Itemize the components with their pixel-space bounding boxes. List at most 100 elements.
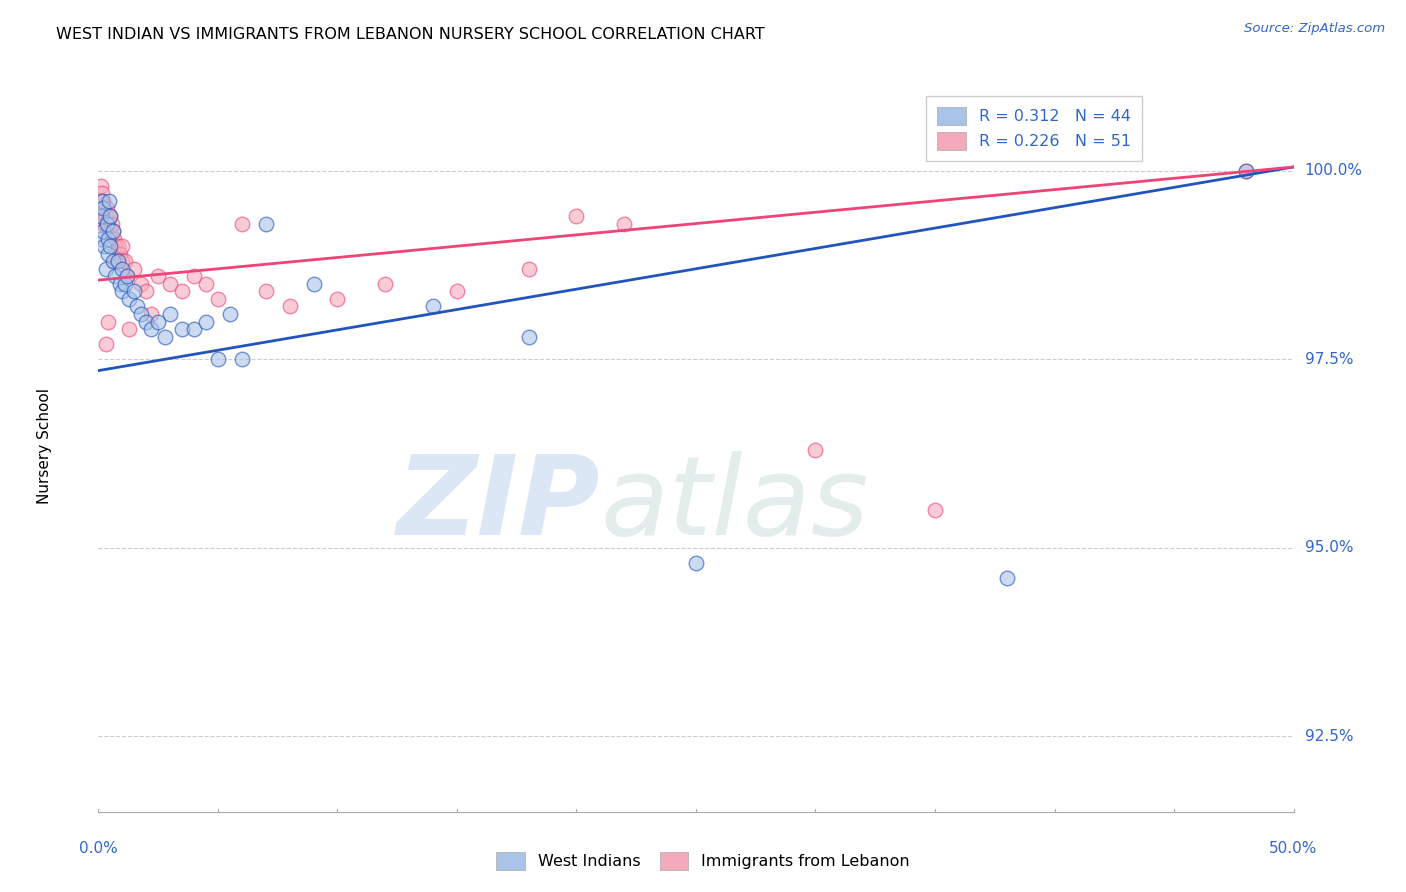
Point	[98, 209, 122, 223]
Point	[91, 186, 114, 201]
Point	[101, 224, 124, 238]
Point	[96, 217, 118, 231]
Point	[254, 217, 277, 231]
Point	[118, 322, 141, 336]
Point	[94, 217, 117, 231]
Text: 97.5%: 97.5%	[1305, 351, 1353, 367]
Legend: R = 0.312   N = 44, R = 0.226   N = 51: R = 0.312 N = 44, R = 0.226 N = 51	[927, 95, 1142, 161]
Point	[115, 269, 138, 284]
Point	[207, 292, 229, 306]
Point	[93, 239, 115, 253]
Point	[155, 329, 177, 343]
Point	[231, 217, 253, 231]
Point	[114, 254, 136, 268]
Point	[98, 239, 122, 253]
Point	[114, 277, 136, 291]
Point	[98, 209, 122, 223]
Point	[118, 292, 141, 306]
Point	[1234, 163, 1257, 178]
Point	[97, 246, 120, 260]
Point	[97, 217, 120, 231]
Point	[183, 322, 205, 336]
Point	[90, 232, 112, 246]
Point	[135, 285, 157, 299]
Text: WEST INDIAN VS IMMIGRANTS FROM LEBANON NURSERY SCHOOL CORRELATION CHART: WEST INDIAN VS IMMIGRANTS FROM LEBANON N…	[56, 27, 765, 42]
Point	[91, 209, 114, 223]
Point	[131, 307, 153, 321]
Text: 92.5%: 92.5%	[1305, 729, 1353, 744]
Point	[135, 315, 157, 329]
Point	[148, 315, 170, 329]
Point	[115, 269, 138, 284]
Point	[91, 194, 114, 208]
Point	[111, 254, 134, 268]
Point	[91, 224, 114, 238]
Point	[183, 269, 205, 284]
Text: Nursery School: Nursery School	[37, 388, 52, 504]
Point	[517, 261, 540, 276]
Text: Source: ZipAtlas.com: Source: ZipAtlas.com	[1244, 22, 1385, 36]
Point	[804, 442, 827, 457]
Point	[139, 307, 162, 321]
Point	[124, 261, 146, 276]
Point	[103, 232, 125, 246]
Point	[98, 194, 121, 208]
Point	[685, 556, 707, 570]
Point	[91, 194, 114, 208]
Point	[98, 209, 121, 223]
Point	[101, 224, 124, 238]
Point	[924, 503, 946, 517]
Point	[94, 337, 117, 351]
Point	[111, 261, 134, 276]
Point	[231, 352, 253, 367]
Point	[446, 285, 468, 299]
Point	[195, 277, 218, 291]
Point	[90, 209, 112, 223]
Point	[302, 277, 325, 291]
Legend: West Indians, Immigrants from Lebanon: West Indians, Immigrants from Lebanon	[486, 842, 920, 880]
Point	[101, 254, 124, 268]
Point	[93, 202, 115, 216]
Point	[159, 307, 181, 321]
Point	[148, 269, 170, 284]
Point	[94, 261, 117, 276]
Text: 0.0%: 0.0%	[79, 841, 118, 856]
Point	[90, 202, 112, 216]
Point	[94, 209, 117, 223]
Point	[565, 209, 588, 223]
Point	[374, 277, 396, 291]
Point	[139, 322, 162, 336]
Point	[104, 254, 127, 268]
Point	[219, 307, 242, 321]
Text: 95.0%: 95.0%	[1305, 541, 1353, 556]
Point	[97, 232, 120, 246]
Point	[422, 300, 444, 314]
Point	[107, 239, 129, 253]
Point	[96, 202, 118, 216]
Point	[195, 315, 218, 329]
Point	[100, 217, 122, 231]
Point	[207, 352, 229, 367]
Point	[111, 239, 134, 253]
Point	[517, 329, 540, 343]
Point	[111, 285, 134, 299]
Point	[254, 285, 277, 299]
Point	[97, 315, 120, 329]
Point	[995, 571, 1018, 585]
Point	[613, 217, 636, 231]
Point	[172, 285, 194, 299]
Point	[108, 246, 131, 260]
Point	[159, 277, 181, 291]
Point	[131, 277, 153, 291]
Point	[89, 194, 111, 208]
Text: ZIP: ZIP	[396, 451, 600, 558]
Point	[98, 224, 122, 238]
Point	[104, 239, 127, 253]
Text: 100.0%: 100.0%	[1305, 163, 1362, 178]
Point	[104, 269, 127, 284]
Point	[1234, 163, 1257, 178]
Point	[326, 292, 349, 306]
Point	[124, 285, 146, 299]
Point	[91, 202, 114, 216]
Text: atlas: atlas	[600, 451, 869, 558]
